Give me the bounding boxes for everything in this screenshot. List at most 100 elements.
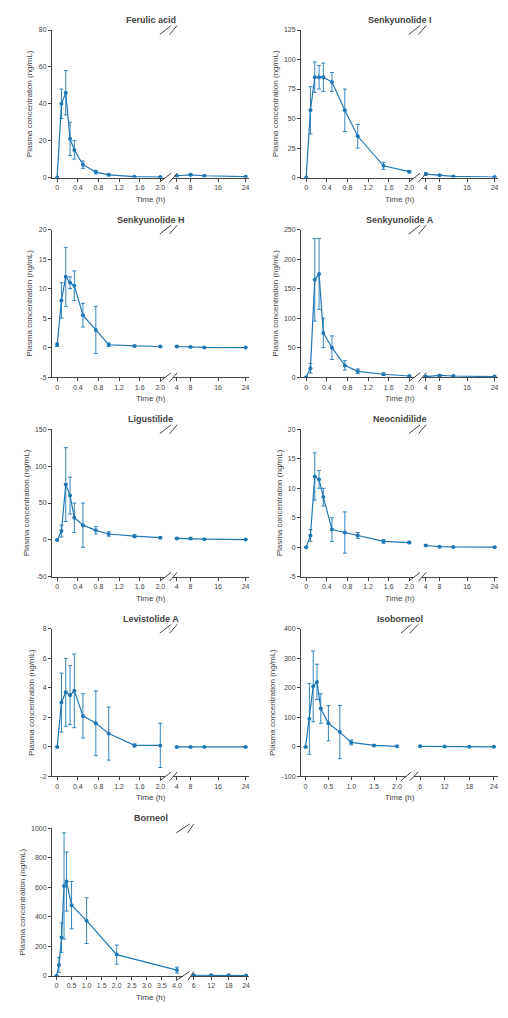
svg-text:12: 12 (441, 783, 449, 790)
svg-text:16: 16 (214, 384, 222, 391)
svg-text:20: 20 (39, 137, 47, 144)
svg-text:0.4: 0.4 (322, 384, 332, 391)
svg-text:15: 15 (288, 455, 296, 462)
svg-text:1000: 1000 (31, 825, 47, 832)
svg-text:Time (h): Time (h) (385, 195, 415, 204)
svg-text:Senkyunolide I: Senkyunolide I (368, 15, 432, 25)
svg-text:600: 600 (35, 884, 47, 891)
svg-text:0.8: 0.8 (94, 583, 104, 590)
svg-text:75: 75 (288, 85, 296, 92)
svg-text:24: 24 (491, 184, 499, 191)
svg-text:150: 150 (284, 285, 296, 292)
svg-text:1.0: 1.0 (82, 982, 92, 989)
svg-text:5: 5 (43, 315, 47, 322)
svg-text:0: 0 (292, 544, 296, 551)
svg-text:Plasma concentration (ng/mL): Plasma concentration (ng/mL) (275, 449, 284, 556)
svg-text:1.2: 1.2 (363, 184, 373, 191)
svg-text:25: 25 (288, 145, 296, 152)
svg-text:2.0: 2.0 (155, 184, 165, 191)
svg-text:3.5: 3.5 (157, 982, 167, 989)
svg-text:0: 0 (304, 184, 308, 191)
svg-text:250: 250 (284, 226, 296, 233)
svg-text:6: 6 (192, 982, 196, 989)
svg-text:1.2: 1.2 (114, 783, 124, 790)
svg-text:Time (h): Time (h) (385, 793, 415, 802)
svg-text:0.8: 0.8 (343, 184, 353, 191)
svg-text:400: 400 (284, 625, 296, 632)
svg-text:Borneol: Borneol (134, 813, 168, 823)
svg-text:50: 50 (288, 115, 296, 122)
svg-text:0: 0 (292, 374, 296, 381)
svg-text:0: 0 (55, 783, 59, 790)
svg-text:1.2: 1.2 (363, 583, 373, 590)
svg-text:8: 8 (189, 184, 193, 191)
svg-text:0: 0 (292, 743, 296, 750)
svg-text:Levistolide A: Levistolide A (123, 614, 179, 624)
svg-text:24: 24 (242, 184, 250, 191)
svg-text:8: 8 (438, 384, 442, 391)
svg-text:100: 100 (284, 315, 296, 322)
svg-text:100: 100 (35, 463, 47, 470)
svg-text:8: 8 (438, 184, 442, 191)
svg-text:0: 0 (55, 583, 59, 590)
svg-text:2.0: 2.0 (404, 184, 414, 191)
svg-text:1.2: 1.2 (114, 384, 124, 391)
svg-text:0.5: 0.5 (67, 982, 77, 989)
svg-text:0.4: 0.4 (73, 783, 83, 790)
svg-text:4: 4 (424, 384, 428, 391)
svg-text:1.6: 1.6 (135, 583, 145, 590)
svg-text:24: 24 (242, 384, 250, 391)
svg-text:0.4: 0.4 (73, 184, 83, 191)
svg-text:150: 150 (35, 426, 47, 433)
svg-text:3.0: 3.0 (142, 982, 152, 989)
svg-text:8: 8 (189, 783, 193, 790)
svg-text:1.6: 1.6 (135, 783, 145, 790)
svg-text:0: 0 (55, 184, 59, 191)
svg-text:1.6: 1.6 (384, 583, 394, 590)
svg-text:50: 50 (288, 344, 296, 351)
svg-text:16: 16 (214, 184, 222, 191)
svg-text:18: 18 (225, 982, 233, 989)
svg-text:Time (h): Time (h) (136, 195, 166, 204)
svg-text:800: 800 (35, 854, 47, 861)
svg-text:400: 400 (35, 913, 47, 920)
svg-text:Ligustilide: Ligustilide (128, 414, 173, 424)
svg-text:1.5: 1.5 (369, 783, 379, 790)
svg-text:Senkyunolide H: Senkyunolide H (117, 215, 185, 225)
svg-text:200: 200 (284, 684, 296, 691)
svg-text:1.2: 1.2 (114, 583, 124, 590)
svg-text:2.0: 2.0 (155, 583, 165, 590)
svg-text:5: 5 (292, 514, 296, 521)
svg-text:100: 100 (284, 56, 296, 63)
svg-text:8: 8 (189, 384, 193, 391)
svg-text:2.0: 2.0 (404, 583, 414, 590)
svg-text:2.5: 2.5 (127, 982, 137, 989)
svg-text:2.0: 2.0 (155, 783, 165, 790)
svg-text:1.6: 1.6 (135, 384, 145, 391)
svg-text:18: 18 (465, 783, 473, 790)
svg-text:50: 50 (39, 499, 47, 506)
svg-text:Plasma concentration (ng/mL): Plasma concentration (ng/mL) (22, 449, 31, 556)
svg-text:1.2: 1.2 (114, 184, 124, 191)
svg-text:-100: -100 (282, 773, 296, 780)
svg-text:4: 4 (175, 783, 179, 790)
svg-text:Plasma concentration (ng/mL): Plasma concentration (ng/mL) (271, 250, 280, 357)
svg-text:300: 300 (284, 655, 296, 662)
svg-text:0: 0 (43, 174, 47, 181)
svg-text:10: 10 (288, 485, 296, 492)
svg-text:0: 0 (292, 174, 296, 181)
svg-text:4: 4 (175, 384, 179, 391)
svg-text:125: 125 (284, 26, 296, 33)
svg-text:24: 24 (491, 583, 499, 590)
svg-text:Plasma concentration (ng/mL): Plasma concentration (ng/mL) (26, 250, 35, 357)
svg-text:4: 4 (424, 184, 428, 191)
svg-text:Ferulic acid: Ferulic acid (126, 15, 176, 25)
svg-text:1.6: 1.6 (384, 384, 394, 391)
svg-text:24: 24 (490, 783, 498, 790)
svg-text:-5: -5 (289, 573, 295, 580)
svg-text:24: 24 (242, 583, 250, 590)
svg-text:20: 20 (288, 426, 296, 433)
svg-text:0.8: 0.8 (343, 583, 353, 590)
svg-text:0.4: 0.4 (322, 583, 332, 590)
svg-text:Neocnidilide: Neocnidilide (373, 414, 427, 424)
